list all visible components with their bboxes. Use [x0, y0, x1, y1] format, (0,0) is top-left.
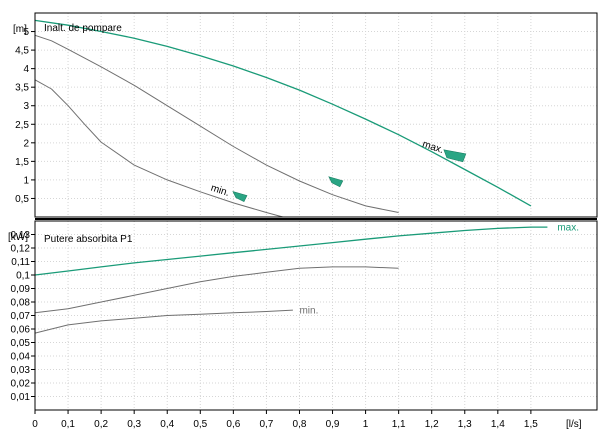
power-y-tick-label: 0,07: [11, 311, 31, 322]
x-tick-label: 0,1: [61, 419, 75, 430]
power-y-tick-label: 0,01: [11, 392, 31, 403]
head-grid: [31, 13, 597, 217]
head-operating-marker: [443, 149, 467, 163]
head-panel: 0,5 1 1,5 2 2,5 3 3,5 4 4,5 5 Inalt. de pompare […: [13, 13, 597, 218]
power-y-tick-label: 0,03: [11, 365, 31, 376]
power-panel-title: Putere absorbita P1: [44, 234, 133, 245]
x-tick-label: 0: [32, 419, 38, 430]
x-tick-label: 0,2: [94, 419, 108, 430]
power-panel-frame: [34, 220, 598, 411]
x-tick-label: 0,3: [127, 419, 141, 430]
power-annotation-max: max.: [557, 223, 579, 234]
head-y-tick-labels: 0,5 1 1,5 2 2,5 3 3,5 4 4,5 5: [15, 27, 29, 205]
x-tick-label: 1,2: [425, 419, 439, 430]
panel-frames: [34, 12, 598, 411]
x-tick-label: 1,1: [392, 419, 406, 430]
head-panel-title: Inalt. de pompare: [44, 23, 122, 34]
power-series: [34, 226, 548, 334]
x-tick-label: 1,3: [458, 419, 472, 430]
power-y-tick-label: 0,13: [11, 230, 31, 241]
head-y-tick-label: 0,5: [15, 194, 29, 205]
head-operating-marker: [328, 176, 344, 188]
head-y-tick-label: 2,5: [15, 120, 29, 131]
x-tick-label: 1,5: [524, 419, 538, 430]
x-tick-label: 1: [363, 419, 369, 430]
x-tick-label: 0,7: [259, 419, 273, 430]
power-panel: 0,010,020,030,040,050,060,070,080,090,10…: [8, 221, 597, 430]
head-series: [34, 19, 532, 218]
power-y-tick-label: 0,11: [11, 257, 30, 268]
power-grid: [31, 221, 597, 414]
x-tick-label: 0,4: [160, 419, 174, 430]
head-y-tick-label: 1,5: [15, 157, 29, 168]
head-y-tick-label: 2: [23, 138, 29, 149]
power-y-tick-label: 0,1: [16, 271, 30, 282]
x-tick-label: 0,6: [226, 419, 240, 430]
power-y-tick-label: 0,12: [11, 244, 31, 255]
head-panel-frame: [34, 12, 598, 218]
head-y-tick-label: 3: [23, 101, 29, 112]
head-y-tick-label: 1: [23, 175, 29, 186]
power-y-tick-label: 0,09: [11, 284, 31, 295]
x-tick-label: 0,8: [293, 419, 307, 430]
power-y-tick-label: 0,05: [11, 338, 31, 349]
power-curve-min: [34, 309, 293, 334]
power-curve-mid: [34, 266, 399, 314]
head-y-tick-label: 4,5: [15, 46, 29, 57]
head-operating-marker: [232, 191, 248, 203]
head-markers: [232, 149, 467, 203]
head-y-axis-label: [m]: [13, 24, 27, 35]
x-tick-label: 1,4: [491, 419, 505, 430]
power-y-tick-label: 0,04: [11, 352, 31, 363]
x-tick-label: 0,9: [326, 419, 340, 430]
x-tick-label: 0,5: [193, 419, 207, 430]
power-annotation-min: min.: [299, 306, 318, 317]
head-curve-max: [34, 19, 532, 207]
power-y-tick-label: 0,08: [11, 298, 31, 309]
head-y-tick-label: 5: [23, 27, 29, 38]
head-curve-min: [34, 79, 284, 218]
power-annotations: max. min.: [299, 223, 579, 317]
x-axis-tick-labels: 0 0,1 0,2 0,3 0,4 0,5 0,6 0,7 0,8 0,9 1 1,1 1,2 1,3 1,…: [32, 419, 538, 430]
power-y-tick-labels: 0,01 0,02 0,03 0,04 0,05 0,06 0,07 0,08 0,09 0,1 0…: [11, 230, 31, 403]
head-y-tick-label: 4: [23, 64, 29, 75]
power-y-axis-label: [kW]: [8, 232, 28, 243]
x-axis-label: [l/s]: [566, 419, 582, 430]
head-y-tick-label: 3,5: [15, 83, 29, 94]
head-curve-mid: [34, 34, 399, 213]
power-curve-max: [34, 226, 548, 276]
power-y-tick-label: 0,02: [11, 379, 31, 390]
power-y-tick-label: 0,06: [11, 325, 31, 336]
